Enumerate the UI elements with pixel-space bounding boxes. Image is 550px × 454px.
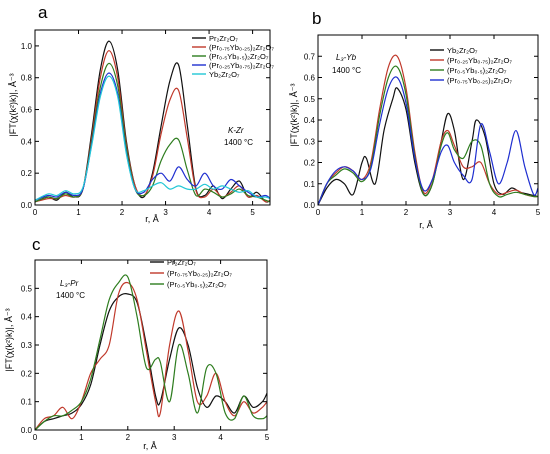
x-tick-label-a-0: 0 — [33, 208, 38, 217]
edge-label-b: L₃-Yb — [336, 53, 357, 62]
legend-label-a-3: (Pr₀.₂₅Yb₀.₇₅)₂Zr₂O₇ — [209, 61, 274, 70]
x-tick-label-b-5: 5 — [536, 208, 541, 217]
y-axis-label-c: |FT(χ(k²)k)|, Å⁻³ — [4, 308, 14, 371]
panel-c: c |FT(χ(k²)k)|, Å⁻³ r, Å L₃-Pr 1400 °C 0… — [4, 235, 270, 451]
legend-label-b-2: (Pr₀.₅Yb₀.₅)₂Zr₂O₇ — [447, 66, 507, 75]
temperature-label-c: 1400 °C — [56, 291, 85, 300]
legend-label-a-1: (Pr₀.₇₅Yb₀.₂₅)₂Zr₂O₇ — [209, 43, 274, 52]
x-tick-label-c-3: 3 — [172, 433, 177, 442]
legend-label-a-0: Pr₂Zr₂O₇ — [209, 34, 238, 43]
x-tick-label-b-1: 1 — [360, 208, 365, 217]
x-tick-label-a-1: 1 — [76, 208, 81, 217]
temperature-label-b: 1400 °C — [332, 66, 361, 75]
temperature-label-a: 1400 °C — [224, 138, 253, 147]
y-tick-label-b-1: 0.1 — [304, 180, 316, 189]
y-tick-label-a-2: 0.4 — [21, 137, 33, 146]
edge-label-a: K-Zr — [228, 126, 244, 135]
y-tick-label-a-0: 0.0 — [21, 201, 33, 210]
plot-frame-a — [34, 29, 271, 206]
panel-letter-a: a — [38, 3, 48, 22]
y-tick-label-c-3: 0.3 — [21, 341, 33, 350]
legend-label-c-1: (Pr₀.₇₅Yb₀.₂₅)₂Zr₂O₇ — [167, 269, 232, 278]
y-tick-label-b-0: 0.0 — [304, 201, 316, 210]
y-tick-label-c-1: 0.1 — [21, 398, 33, 407]
panel-letter-c: c — [32, 235, 41, 254]
x-tick-label-b-4: 4 — [492, 208, 497, 217]
x-tick-label-a-4: 4 — [207, 208, 212, 217]
y-tick-label-c-2: 0.2 — [21, 369, 33, 378]
y-tick-label-c-5: 0.5 — [21, 284, 33, 293]
y-tick-label-a-3: 0.6 — [21, 106, 33, 115]
legend-label-a-2: (Pr₀.₅Yb₀.₅)₂Zr₂O₇ — [209, 52, 269, 61]
x-axis-label-b: r, Å — [419, 220, 433, 230]
y-tick-label-b-7: 0.7 — [304, 52, 316, 61]
panel-a: a |FT(χ(k²)k)|, Å⁻³ r, Å K-Zr 1400 °C 0 1… — [8, 3, 274, 224]
legend-label-b-0: Yb₂Zr₂O₇ — [447, 46, 478, 55]
x-tick-label-b-3: 3 — [448, 208, 453, 217]
y-tick-label-b-6: 0.6 — [304, 74, 316, 83]
y-tick-label-a-4: 0.8 — [21, 74, 33, 83]
y-tick-label-a-5: 1.0 — [21, 42, 33, 51]
series-line-c-2 — [35, 274, 267, 430]
series-line-b-3 — [318, 76, 538, 205]
x-tick-label-c-0: 0 — [33, 433, 38, 442]
legend-label-c-2: (Pr₀.₅Yb₀.₅)₂Zr₂O₇ — [167, 280, 227, 289]
series-line-b-2 — [318, 65, 538, 205]
x-tick-label-c-1: 1 — [79, 433, 84, 442]
x-tick-label-a-5: 5 — [250, 208, 255, 217]
y-tick-label-c-4: 0.4 — [21, 313, 33, 322]
x-axis-label-c: r, Å — [143, 441, 157, 451]
x-axis-label-a: r, Å — [145, 214, 159, 224]
x-tick-label-b-0: 0 — [316, 208, 321, 217]
legend-label-c-0: Pr₂Zr₂O₇ — [167, 258, 196, 267]
y-tick-label-c-0: 0.0 — [21, 426, 33, 435]
series-line-a-3 — [35, 72, 270, 201]
x-tick-label-c-5: 5 — [265, 433, 270, 442]
y-tick-label-b-2: 0.2 — [304, 159, 316, 168]
series-line-a-4 — [35, 75, 270, 201]
y-tick-label-b-4: 0.4 — [304, 116, 316, 125]
legend-label-a-4: Yb₂Zr₂O₇ — [209, 70, 240, 79]
panel-letter-b: b — [312, 9, 321, 28]
series-line-c-1 — [35, 281, 267, 430]
panel-b: b |FT(χ(k²)k)|, Å⁻³ r, Å L₃-Yb 1400 °C 0… — [289, 9, 541, 230]
x-tick-label-b-2: 2 — [404, 208, 409, 217]
legend-label-b-1: (Pr₀.₂₅Yb₀.₇₅)₂Zr₂O₇ — [447, 56, 512, 65]
x-tick-label-c-2: 2 — [126, 433, 131, 442]
y-axis-label-a: |FT(χ(k²)k)|, Å⁻³ — [8, 73, 18, 136]
legend-label-b-3: (Pr₀.₇₅Yb₀.₂₅)₂Zr₂O₇ — [447, 76, 512, 85]
edge-label-c: L₃-Pr — [60, 279, 79, 288]
series-line-c-0 — [35, 293, 267, 430]
y-tick-label-b-3: 0.3 — [304, 137, 316, 146]
y-tick-label-a-1: 0.2 — [21, 169, 33, 178]
x-tick-label-a-2: 2 — [120, 208, 125, 217]
y-axis-label-b: |FT(χ(k²)k)|, Å⁻³ — [289, 83, 299, 146]
y-tick-label-b-5: 0.5 — [304, 95, 316, 104]
x-tick-label-c-4: 4 — [218, 433, 223, 442]
x-tick-label-a-3: 3 — [163, 208, 168, 217]
